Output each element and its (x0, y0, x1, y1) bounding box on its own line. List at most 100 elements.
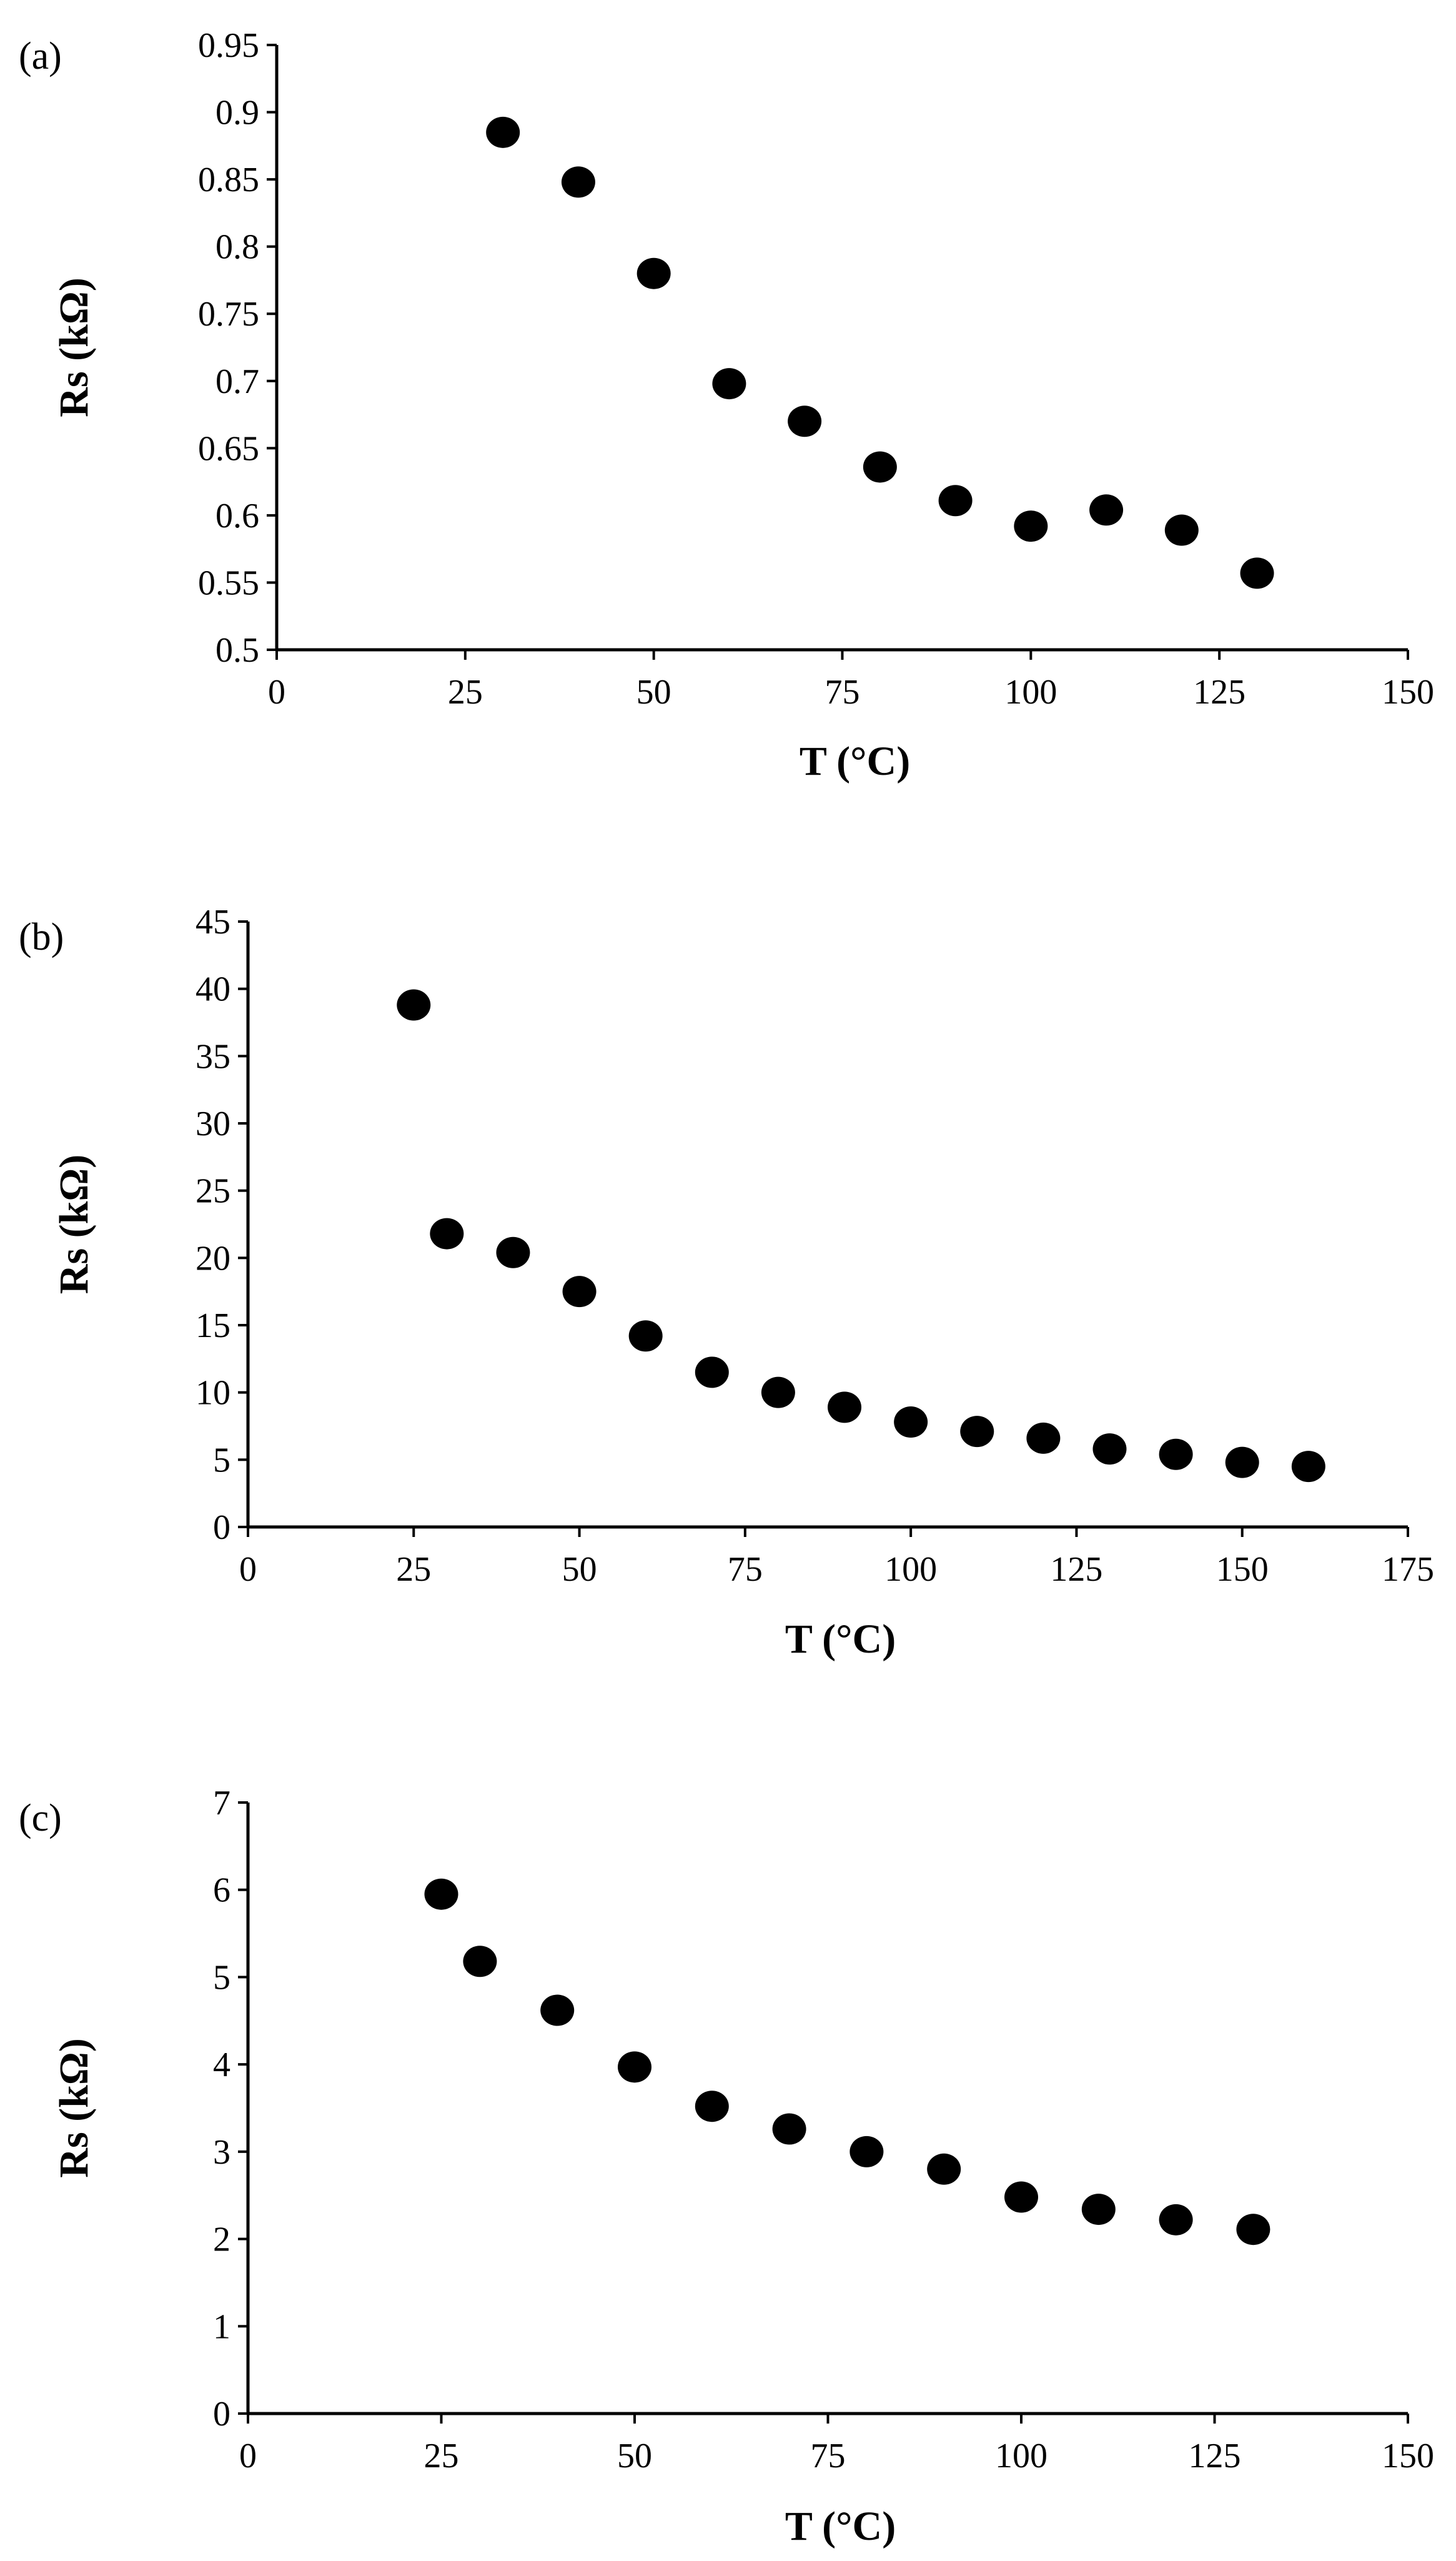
data-point-a-7 (1014, 510, 1048, 542)
data-point-c-9 (1081, 2194, 1116, 2225)
x-tick-label-b: 50 (562, 1550, 597, 1589)
data-point-b-5 (695, 1356, 729, 1388)
y-tick-label-c: 3 (213, 2133, 230, 2172)
data-point-a-2 (636, 257, 671, 289)
x-tick-label-a: 0 (268, 673, 285, 712)
data-point-a-6 (938, 485, 973, 517)
y-tick-label-a: 0.75 (198, 295, 259, 334)
data-point-a-3 (712, 368, 746, 400)
data-point-c-11 (1236, 2214, 1270, 2245)
panel-label-b: (b) (19, 916, 64, 958)
data-point-a-8 (1089, 494, 1124, 526)
x-axis-title-a: T (°C) (800, 738, 910, 784)
y-tick-label-b: 40 (196, 970, 230, 1009)
x-tick-label-c: 50 (617, 2437, 652, 2475)
x-tick-label-a: 150 (1382, 673, 1434, 712)
panel-c: (c) 0 1 2 3 4 5 6 7 0 25 50 75 100 125 150 T (°C) Rs (kΩ) (19, 1784, 1434, 2549)
data-point-a-5 (863, 451, 897, 483)
x-tick-label-b: 25 (396, 1550, 431, 1589)
x-tick-label-a: 25 (448, 673, 483, 712)
y-tick-label-b: 45 (196, 903, 230, 942)
y-tick-label-a: 0.6 (215, 497, 259, 535)
y-tick-label-b: 0 (213, 1508, 230, 1547)
x-tick-label-a: 125 (1193, 673, 1246, 712)
x-axis-title-c: T (°C) (785, 2504, 896, 2549)
y-tick-label-c: 0 (213, 2395, 230, 2434)
data-point-b-6 (761, 1376, 795, 1408)
data-point-b-12 (1159, 1438, 1193, 1470)
data-point-b-0 (397, 989, 431, 1021)
data-point-c-6 (849, 2136, 884, 2167)
y-tick-label-c: 2 (213, 2220, 230, 2259)
x-axis-title-b: T (°C) (785, 1616, 896, 1662)
y-tick-label-c: 1 (213, 2307, 230, 2346)
data-point-b-4 (628, 1320, 663, 1352)
y-tick-label-a: 0.95 (198, 26, 259, 65)
x-tick-label-b: 0 (239, 1550, 257, 1589)
y-tick-label-a: 0.85 (198, 161, 259, 199)
x-tick-label-c: 150 (1382, 2437, 1434, 2475)
data-point-b-8 (894, 1406, 928, 1438)
data-point-a-4 (788, 405, 822, 437)
y-tick-label-a: 0.7 (215, 362, 259, 401)
data-point-a-1 (561, 166, 595, 198)
y-tick-label-c: 7 (213, 1784, 230, 1823)
y-tick-label-b: 35 (196, 1037, 230, 1076)
y-axis-title-a: Rs (kΩ) (51, 277, 97, 417)
data-point-c-1 (463, 1946, 497, 1977)
data-point-a-0 (486, 116, 520, 148)
data-point-b-14 (1291, 1451, 1325, 1483)
y-tick-label-b: 5 (213, 1441, 230, 1479)
x-tick-label-b: 175 (1382, 1550, 1434, 1589)
panel-b: (b) 0 5 10 15 20 25 30 35 40 45 0 25 50 75 100 125 150 175… (19, 903, 1434, 1662)
y-tick-label-b: 25 (196, 1172, 230, 1211)
panel-label-c: (c) (19, 1797, 62, 1839)
x-tick-label-b: 150 (1216, 1550, 1269, 1589)
x-tick-label-c: 0 (239, 2437, 257, 2475)
x-tick-label-a: 75 (825, 673, 860, 712)
y-tick-label-c: 4 (213, 2046, 230, 2084)
y-tick-label-b: 10 (196, 1374, 230, 1413)
data-point-c-0 (424, 1878, 458, 1910)
y-tick-label-b: 20 (196, 1239, 230, 1278)
x-tick-label-b: 100 (884, 1550, 937, 1589)
x-tick-label-b: 75 (728, 1550, 763, 1589)
y-tick-label-a: 0.8 (215, 228, 259, 267)
data-point-b-3 (562, 1276, 597, 1308)
x-tick-label-c: 125 (1189, 2437, 1241, 2475)
x-tick-label-c: 25 (424, 2437, 459, 2475)
x-tick-label-b: 125 (1050, 1550, 1102, 1589)
data-point-a-10 (1240, 557, 1274, 589)
data-point-c-7 (927, 2153, 961, 2185)
y-tick-label-c: 6 (213, 1871, 230, 1910)
data-point-b-7 (828, 1391, 862, 1423)
y-tick-label-a: 0.9 (215, 94, 259, 132)
data-point-b-10 (1026, 1422, 1061, 1454)
x-tick-label-c: 100 (995, 2437, 1047, 2475)
data-point-c-3 (618, 2051, 651, 2083)
y-tick-label-b: 30 (196, 1105, 230, 1143)
y-tick-label-a: 0.65 (198, 429, 259, 468)
data-point-c-8 (1004, 2181, 1038, 2213)
y-tick-label-a: 0.55 (198, 564, 259, 602)
y-tick-label-b: 15 (196, 1306, 230, 1345)
data-point-c-10 (1159, 2204, 1193, 2235)
y-axis-title-c: Rs (kΩ) (51, 2038, 97, 2177)
data-point-c-4 (695, 2091, 729, 2122)
panel-label-a: (a) (19, 35, 62, 77)
data-point-a-9 (1164, 514, 1199, 546)
data-point-b-13 (1225, 1446, 1259, 1478)
data-point-b-1 (430, 1218, 464, 1250)
panel-a: (a) 0.5 0.55 0.6 0.65 0.7 0.75 0.8 0.85 0.9 0.95 0 2… (19, 26, 1434, 784)
data-point-c-2 (540, 1994, 575, 2026)
y-axis-title-b: Rs (kΩ) (51, 1155, 97, 1294)
data-point-b-2 (496, 1236, 530, 1268)
x-tick-label-a: 100 (1004, 673, 1057, 712)
data-point-b-9 (960, 1416, 994, 1448)
x-tick-label-a: 50 (636, 673, 671, 712)
x-tick-label-c: 75 (811, 2437, 846, 2475)
data-point-b-11 (1092, 1433, 1127, 1465)
data-point-c-5 (772, 2113, 806, 2145)
y-tick-label-c: 5 (213, 1958, 230, 1997)
